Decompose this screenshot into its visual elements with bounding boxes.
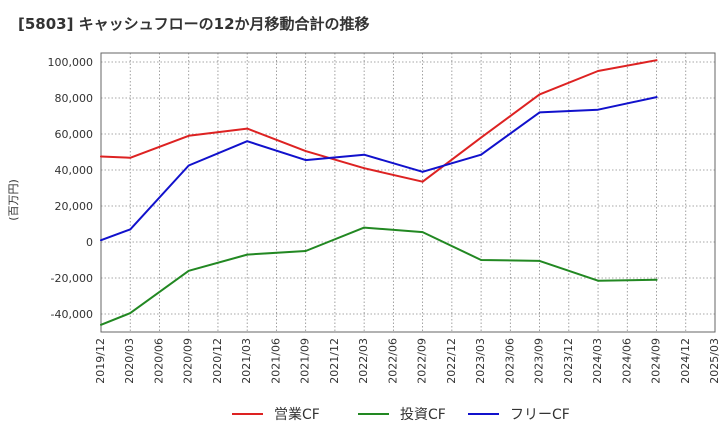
x-tick-label: 2021/06 (269, 338, 282, 384)
series-point (100, 239, 102, 242)
x-tick-label: 2020/12 (211, 338, 224, 384)
x-tick-label: 2020/09 (182, 338, 195, 384)
series-point (363, 167, 366, 170)
y-tick-label: 80,000 (55, 92, 94, 105)
y-axis-label: (百万円) (7, 179, 20, 221)
series-point (187, 269, 190, 272)
series-point (480, 136, 482, 139)
series-point (304, 159, 307, 162)
x-tick-label: 2025/03 (708, 338, 720, 384)
x-tick-label: 2022/03 (357, 338, 370, 384)
series-point (480, 153, 482, 156)
x-tick-label: 2024/03 (591, 338, 604, 384)
series-point (655, 96, 658, 98)
series-point (597, 70, 599, 72)
series-point (421, 180, 424, 183)
series-point (129, 228, 132, 231)
series-point (246, 253, 249, 256)
axis-layer: 2019/12 2020/03 2020/06 2020/09 2020/12 2021/… (48, 52, 720, 384)
series-point (129, 156, 132, 159)
series-point (363, 226, 366, 229)
series-point (480, 259, 482, 261)
x-tick-label: 2019/12 (94, 338, 107, 384)
x-tick-label: 2020/03 (123, 338, 136, 384)
x-tick-label: 2022/12 (445, 338, 458, 384)
series-point (246, 127, 249, 130)
series-point (187, 134, 190, 137)
series-point (100, 323, 102, 326)
x-tick-label: 2024/12 (679, 338, 692, 384)
series-point (129, 312, 132, 314)
series-point (421, 170, 424, 173)
y-tick-label: 60,000 (55, 128, 94, 141)
series-point (304, 250, 307, 252)
x-tick-label: 2021/12 (328, 338, 341, 384)
x-tick-label: 2023/03 (474, 338, 487, 384)
x-tick-label: 2024/06 (620, 338, 633, 384)
series-point (538, 93, 541, 96)
y-tick-label: 20,000 (55, 200, 94, 213)
x-tick-label: 2022/06 (386, 338, 399, 384)
series-point (363, 153, 366, 156)
legend-label: フリーCF (510, 407, 570, 423)
x-tick-label: 2023/06 (503, 338, 516, 384)
series-layer (100, 59, 658, 326)
x-tick-label: 2023/09 (533, 338, 546, 384)
series-point (187, 164, 190, 167)
series-point (246, 140, 249, 143)
grid-layer (100, 53, 716, 332)
y-tick-label: -20,000 (51, 272, 93, 285)
series-point (538, 111, 541, 114)
plot-border (100, 52, 716, 333)
plot-area (101, 53, 715, 332)
x-tick-label: 2024/09 (650, 338, 663, 384)
x-tick-label: 2023/12 (562, 338, 575, 384)
series-point (538, 260, 541, 262)
series-point (655, 59, 658, 62)
x-tick-label: 2022/09 (416, 338, 429, 384)
x-tick-label: 2020/06 (152, 338, 165, 384)
x-tick-label: 2021/09 (299, 338, 312, 384)
series-point (100, 155, 102, 158)
series-point (655, 278, 658, 281)
series-point (597, 108, 599, 111)
y-tick-label: 0 (86, 236, 93, 249)
legend-label: 投資CF (400, 407, 446, 423)
x-tick-label: 2021/03 (240, 338, 253, 384)
series-point (421, 231, 424, 234)
legend: 営業CF 投資CF フリーCF (232, 407, 570, 423)
series-point (304, 150, 307, 153)
legend-label: 営業CF (274, 407, 320, 423)
y-tick-label: -40,000 (51, 308, 93, 321)
chart-title: [5803] キャッシュフローの12か月移動合計の推移 (18, 15, 370, 33)
y-tick-label: 40,000 (55, 164, 94, 177)
series-point (597, 279, 599, 282)
y-tick-label: 100,000 (48, 56, 94, 69)
